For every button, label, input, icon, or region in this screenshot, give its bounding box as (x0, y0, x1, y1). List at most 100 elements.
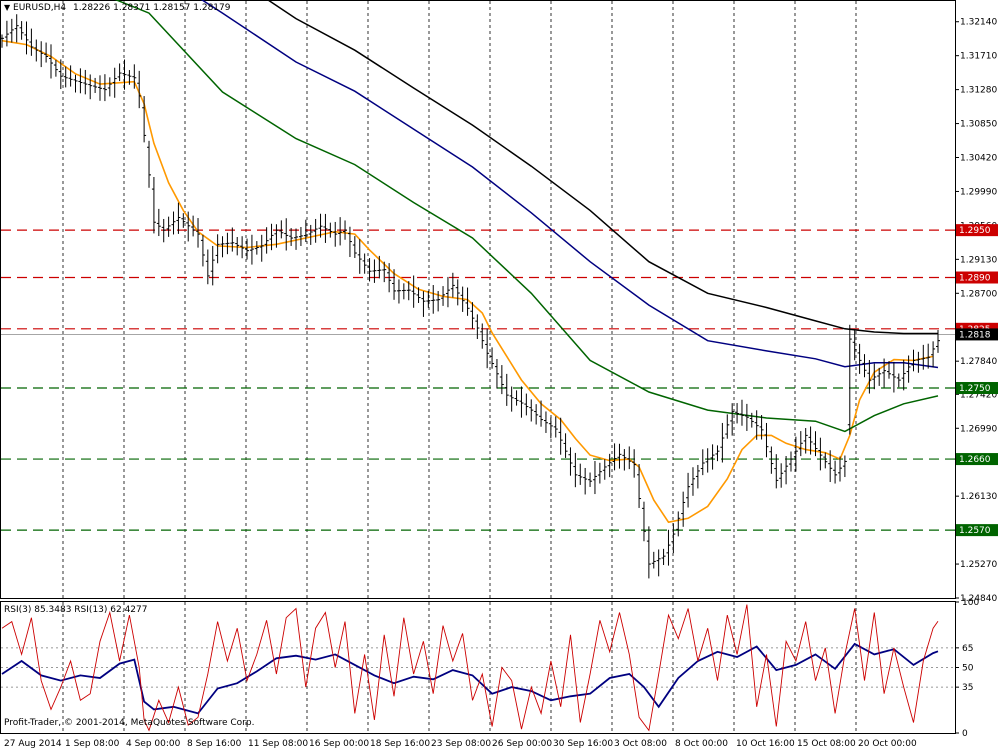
price-bar (784, 456, 789, 485)
time-tick-label: 26 Sep 00:00 (492, 739, 552, 749)
price-bar (289, 228, 294, 246)
price-tick-label: 1.26130 (960, 492, 997, 502)
price-bar (29, 28, 34, 56)
price-bar (563, 433, 568, 458)
time-tick-label: 30 Sep 16:00 (553, 739, 613, 749)
price-bar (808, 426, 813, 455)
price-bar (53, 59, 58, 77)
price-bar (548, 417, 553, 439)
price-bar (112, 67, 117, 98)
price-bar (490, 347, 495, 369)
price-bar (788, 451, 793, 472)
price-bar (58, 59, 63, 90)
price-bar (264, 227, 269, 254)
price-bar (220, 236, 225, 258)
price-tick-label: 1.29990 (960, 187, 997, 197)
price-bar (4, 20, 9, 47)
price-bar (352, 236, 357, 258)
current-price-box (956, 328, 998, 341)
price-bar (504, 373, 509, 406)
price-bar (171, 211, 176, 235)
price-bar (19, 21, 24, 40)
price-bar (191, 215, 196, 237)
price-bar (151, 177, 156, 234)
price-bar (392, 269, 397, 300)
price-bar (583, 467, 588, 495)
price-axis: 1.32140 1.31710 1.31280 1.30850 1.30420 1.299… (955, 18, 998, 604)
price-bar (749, 412, 754, 428)
price-bar (529, 399, 534, 422)
price-bar (303, 219, 308, 242)
price-bar (715, 445, 720, 462)
price-bar (441, 286, 446, 306)
resistance-label-box (956, 271, 998, 284)
price-bar (382, 261, 387, 283)
price-bar (426, 290, 431, 308)
ma_long-line (266, 0, 938, 335)
symbol-label: EURUSD,H4 (13, 3, 67, 13)
price-bar (205, 249, 210, 285)
price-bar (661, 548, 666, 566)
price-bar (132, 64, 137, 89)
price-bar (117, 63, 122, 82)
price-bar (886, 361, 891, 379)
price-bar (602, 459, 607, 480)
price-bar (798, 431, 803, 457)
price-bar (372, 259, 377, 283)
price-bar (49, 44, 54, 79)
price-bar (901, 359, 906, 391)
price-bar (744, 403, 749, 431)
price-bar (632, 449, 637, 478)
price-bar (695, 464, 700, 489)
rsi-header: RSI(3) 85.3483 RSI(13) 62.4277 (4, 605, 148, 615)
price-bar (44, 42, 49, 63)
price-bar (14, 14, 19, 43)
price-bar (387, 263, 392, 293)
price-bar (196, 218, 201, 248)
price-bar (926, 343, 931, 369)
price-tick-label: 1.25270 (960, 560, 997, 570)
price-tick-label: 1.30850 (960, 120, 997, 130)
price-tick-label: 1.27420 (960, 390, 997, 400)
time-tick-label: 11 Sep 08:00 (248, 739, 308, 749)
price-bar (637, 464, 642, 508)
price-bar (617, 443, 622, 469)
price-bar (872, 363, 877, 390)
price-bar (347, 226, 352, 258)
main-pane-frame (0, 0, 956, 599)
price-tick-label: 1.31280 (960, 86, 997, 96)
price-bar (534, 404, 539, 425)
price-bar (362, 253, 367, 274)
price-bar (460, 286, 465, 312)
rsi-tick-label: 0 (962, 729, 968, 739)
price-bar (847, 324, 852, 435)
price-bar (627, 446, 632, 470)
price-bar (779, 463, 784, 488)
triangle-down-icon[interactable]: ▼ (4, 3, 11, 12)
price-bar (367, 258, 372, 282)
price-bar (0, 34, 4, 48)
time-tick-label: 18 Sep 16:00 (370, 739, 430, 749)
time-tick-label: 20 Oct 00:00 (858, 739, 917, 749)
price-bar (210, 245, 215, 286)
price-bar (896, 373, 901, 388)
time-tick-label: 4 Sep 00:00 (126, 739, 181, 749)
support-label: 1.2570 (959, 526, 991, 536)
price-tick-label: 1.27840 (960, 357, 997, 367)
price-bar (867, 359, 872, 394)
price-tick-label: 1.28700 (960, 289, 997, 299)
price-bar (519, 386, 524, 418)
rsi_fast-line (1, 604, 939, 732)
price-bar (245, 238, 250, 260)
price-bar (186, 211, 191, 242)
price-bar (274, 224, 279, 248)
price-bar (78, 68, 83, 94)
price-bar (524, 393, 529, 416)
price-bar (671, 523, 676, 554)
price-bar (813, 431, 818, 457)
price-bar (681, 491, 686, 527)
time-tick-label: 8 Oct 00:00 (675, 739, 728, 749)
time-tick-label: 15 Oct 08:00 (797, 739, 856, 749)
current-price-label: 1.2818 (959, 330, 991, 340)
